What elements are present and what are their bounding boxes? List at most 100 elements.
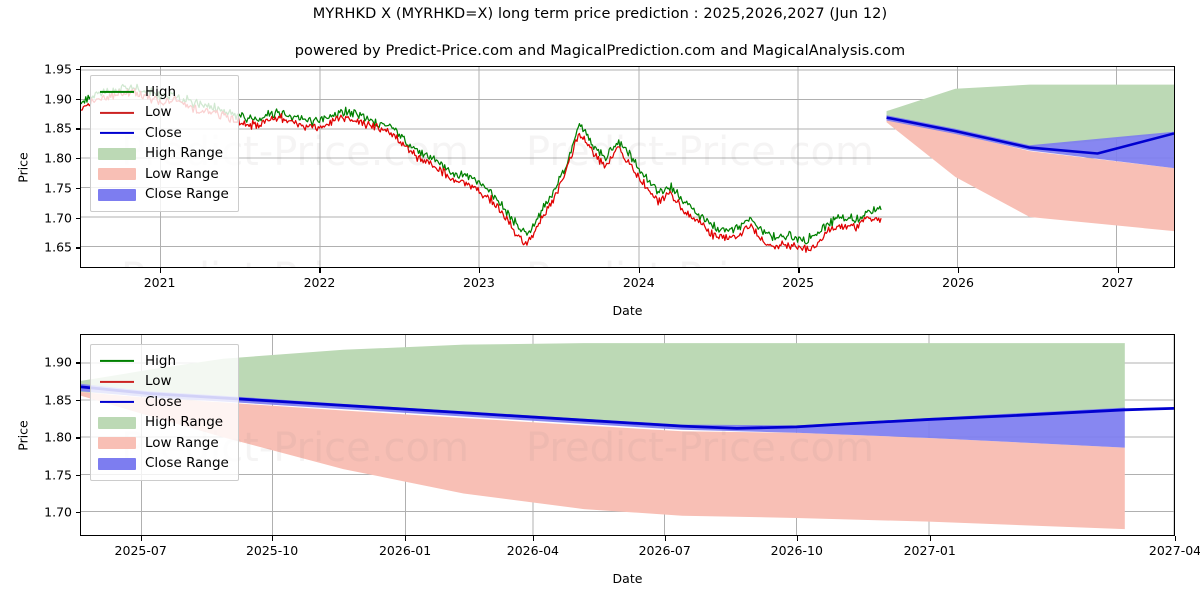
low-range-band [81, 392, 1125, 530]
x-axis-label-bottom: Date [612, 571, 643, 586]
x-tick-label: 2027-01 [903, 543, 956, 558]
y-tick-label: 1.90 [44, 354, 72, 370]
legend-label: Low [145, 104, 172, 120]
x-tick-label: 2026 [942, 275, 974, 290]
legend-label: Close Range [145, 455, 229, 471]
y-tick-mark [75, 474, 80, 476]
legend-swatch-high-range-icon [98, 416, 136, 429]
y-tick-mark [75, 512, 80, 514]
legend-swatch-high-icon [98, 86, 136, 99]
legend-swatch-low-icon [98, 375, 136, 388]
legend-label: Close [145, 124, 182, 141]
x-tick-mark [798, 268, 800, 273]
page-title: MYRHKD X (MYRHKD=X) long term price pred… [312, 6, 888, 22]
legend-swatch-low-range-icon [98, 168, 136, 181]
y-tick-label: 1.65 [44, 239, 72, 255]
x-tick-mark [958, 268, 960, 273]
x-tick-mark [664, 536, 667, 541]
y-tick-mark [75, 247, 80, 249]
y-tick-label: 1.80 [44, 150, 72, 166]
x-tick-mark [796, 536, 799, 541]
legend-label: Low [145, 373, 172, 389]
x-tick-mark [159, 268, 161, 273]
x-tick-label: 2026-10 [770, 543, 823, 558]
x-axis-label-top: Date [612, 303, 643, 318]
forecast-bands [886, 84, 1174, 232]
x-tick-label: 2026-01 [378, 543, 432, 558]
legend-item-low-range: Low Range [98, 164, 229, 185]
y-tick-mark [75, 399, 80, 402]
legend-item-close-range: Close Range [98, 185, 229, 206]
x-tick-label: 2025-07 [114, 543, 167, 558]
legend-label: Close Range [145, 186, 229, 202]
legend-label: High [145, 352, 177, 369]
legend-label: High Range [145, 145, 224, 161]
y-tick-label: 1.75 [44, 180, 72, 196]
x-tick-mark [638, 268, 641, 273]
y-tick-label: 1.85 [44, 120, 72, 136]
legend-item-low-range: Low Range [98, 433, 229, 454]
legend-swatch-close-range-icon [98, 188, 136, 201]
legend-label: Low Range [145, 434, 219, 451]
page-subtitle: powered by Predict-Price.com and Magical… [294, 43, 906, 59]
x-tick-label: 2027 [1101, 275, 1134, 290]
x-tick-mark [1117, 268, 1119, 273]
legend-label: Close [145, 393, 182, 410]
low-range-band [886, 119, 1174, 232]
legend-item-high: High [98, 351, 229, 372]
legend-top: High Low Close High Range Low Range Close Ran… [90, 75, 239, 212]
legend-swatch-close-icon [98, 396, 136, 409]
y-tick-label: 1.85 [44, 392, 72, 408]
x-tick-label: 2026-07 [638, 543, 691, 558]
close-range-band [886, 115, 1174, 169]
legend-bottom: High Low Close High Range Low Range Close Ran… [90, 344, 239, 481]
legend-swatch-low-icon [98, 106, 136, 119]
chart-top-canvas [81, 67, 1174, 267]
x-tick-mark [272, 536, 274, 541]
close-forecast-line [886, 116, 1174, 155]
x-tick-mark [478, 268, 481, 273]
legend-swatch-high-icon [98, 355, 136, 368]
gridlines [81, 67, 1174, 267]
legend-item-close: Close [98, 392, 229, 413]
x-tick-label: 2021 [143, 275, 176, 290]
y-tick-label: 1.90 [44, 91, 72, 107]
legend-item-low: Low [98, 372, 229, 393]
x-tick-mark [140, 536, 142, 541]
chart-bottom: Predict-Price.com Predict-Price.com High… [80, 334, 1175, 536]
legend-item-high-range: High Range [98, 144, 229, 165]
legend-item-close: Close [98, 123, 229, 144]
legend-label: High Range [145, 414, 224, 430]
legend-label: High [145, 83, 177, 100]
y-tick-label: 1.70 [44, 210, 72, 225]
y-tick-label: 1.75 [44, 467, 72, 483]
y-tick-mark [75, 362, 80, 364]
x-tick-mark [929, 536, 932, 541]
x-tick-label: 2026-04 [506, 543, 560, 558]
legend-item-high-range: High Range [98, 413, 229, 434]
y-tick-mark [75, 437, 80, 439]
legend-swatch-close-range-icon [98, 457, 136, 470]
chart-bottom-canvas [81, 335, 1174, 535]
x-tick-mark [319, 268, 321, 273]
legend-item-close-range: Close Range [98, 454, 229, 475]
x-tick-label: 2025 [782, 275, 815, 290]
x-tick-mark [405, 536, 407, 541]
y-tick-mark [75, 187, 80, 190]
x-tick-label: 2027-04 [1148, 543, 1200, 558]
y-tick-label: 1.95 [44, 61, 72, 77]
y-tick-mark [75, 98, 80, 100]
close-range-band [81, 383, 1125, 448]
y-tick-mark [75, 158, 80, 160]
y-tick-mark [75, 217, 80, 219]
chart-top: Predict-Price.com Predict-Price.com Pred… [80, 66, 1175, 268]
high-range-band [886, 84, 1174, 148]
legend-item-high: High [98, 82, 229, 103]
y-tick-mark [75, 128, 80, 130]
x-tick-label: 2022 [303, 275, 336, 290]
legend-swatch-high-range-icon [98, 147, 136, 160]
x-tick-label: 2024 [622, 275, 655, 290]
x-tick-mark [532, 536, 535, 541]
x-tick-label: 2023 [463, 275, 495, 290]
